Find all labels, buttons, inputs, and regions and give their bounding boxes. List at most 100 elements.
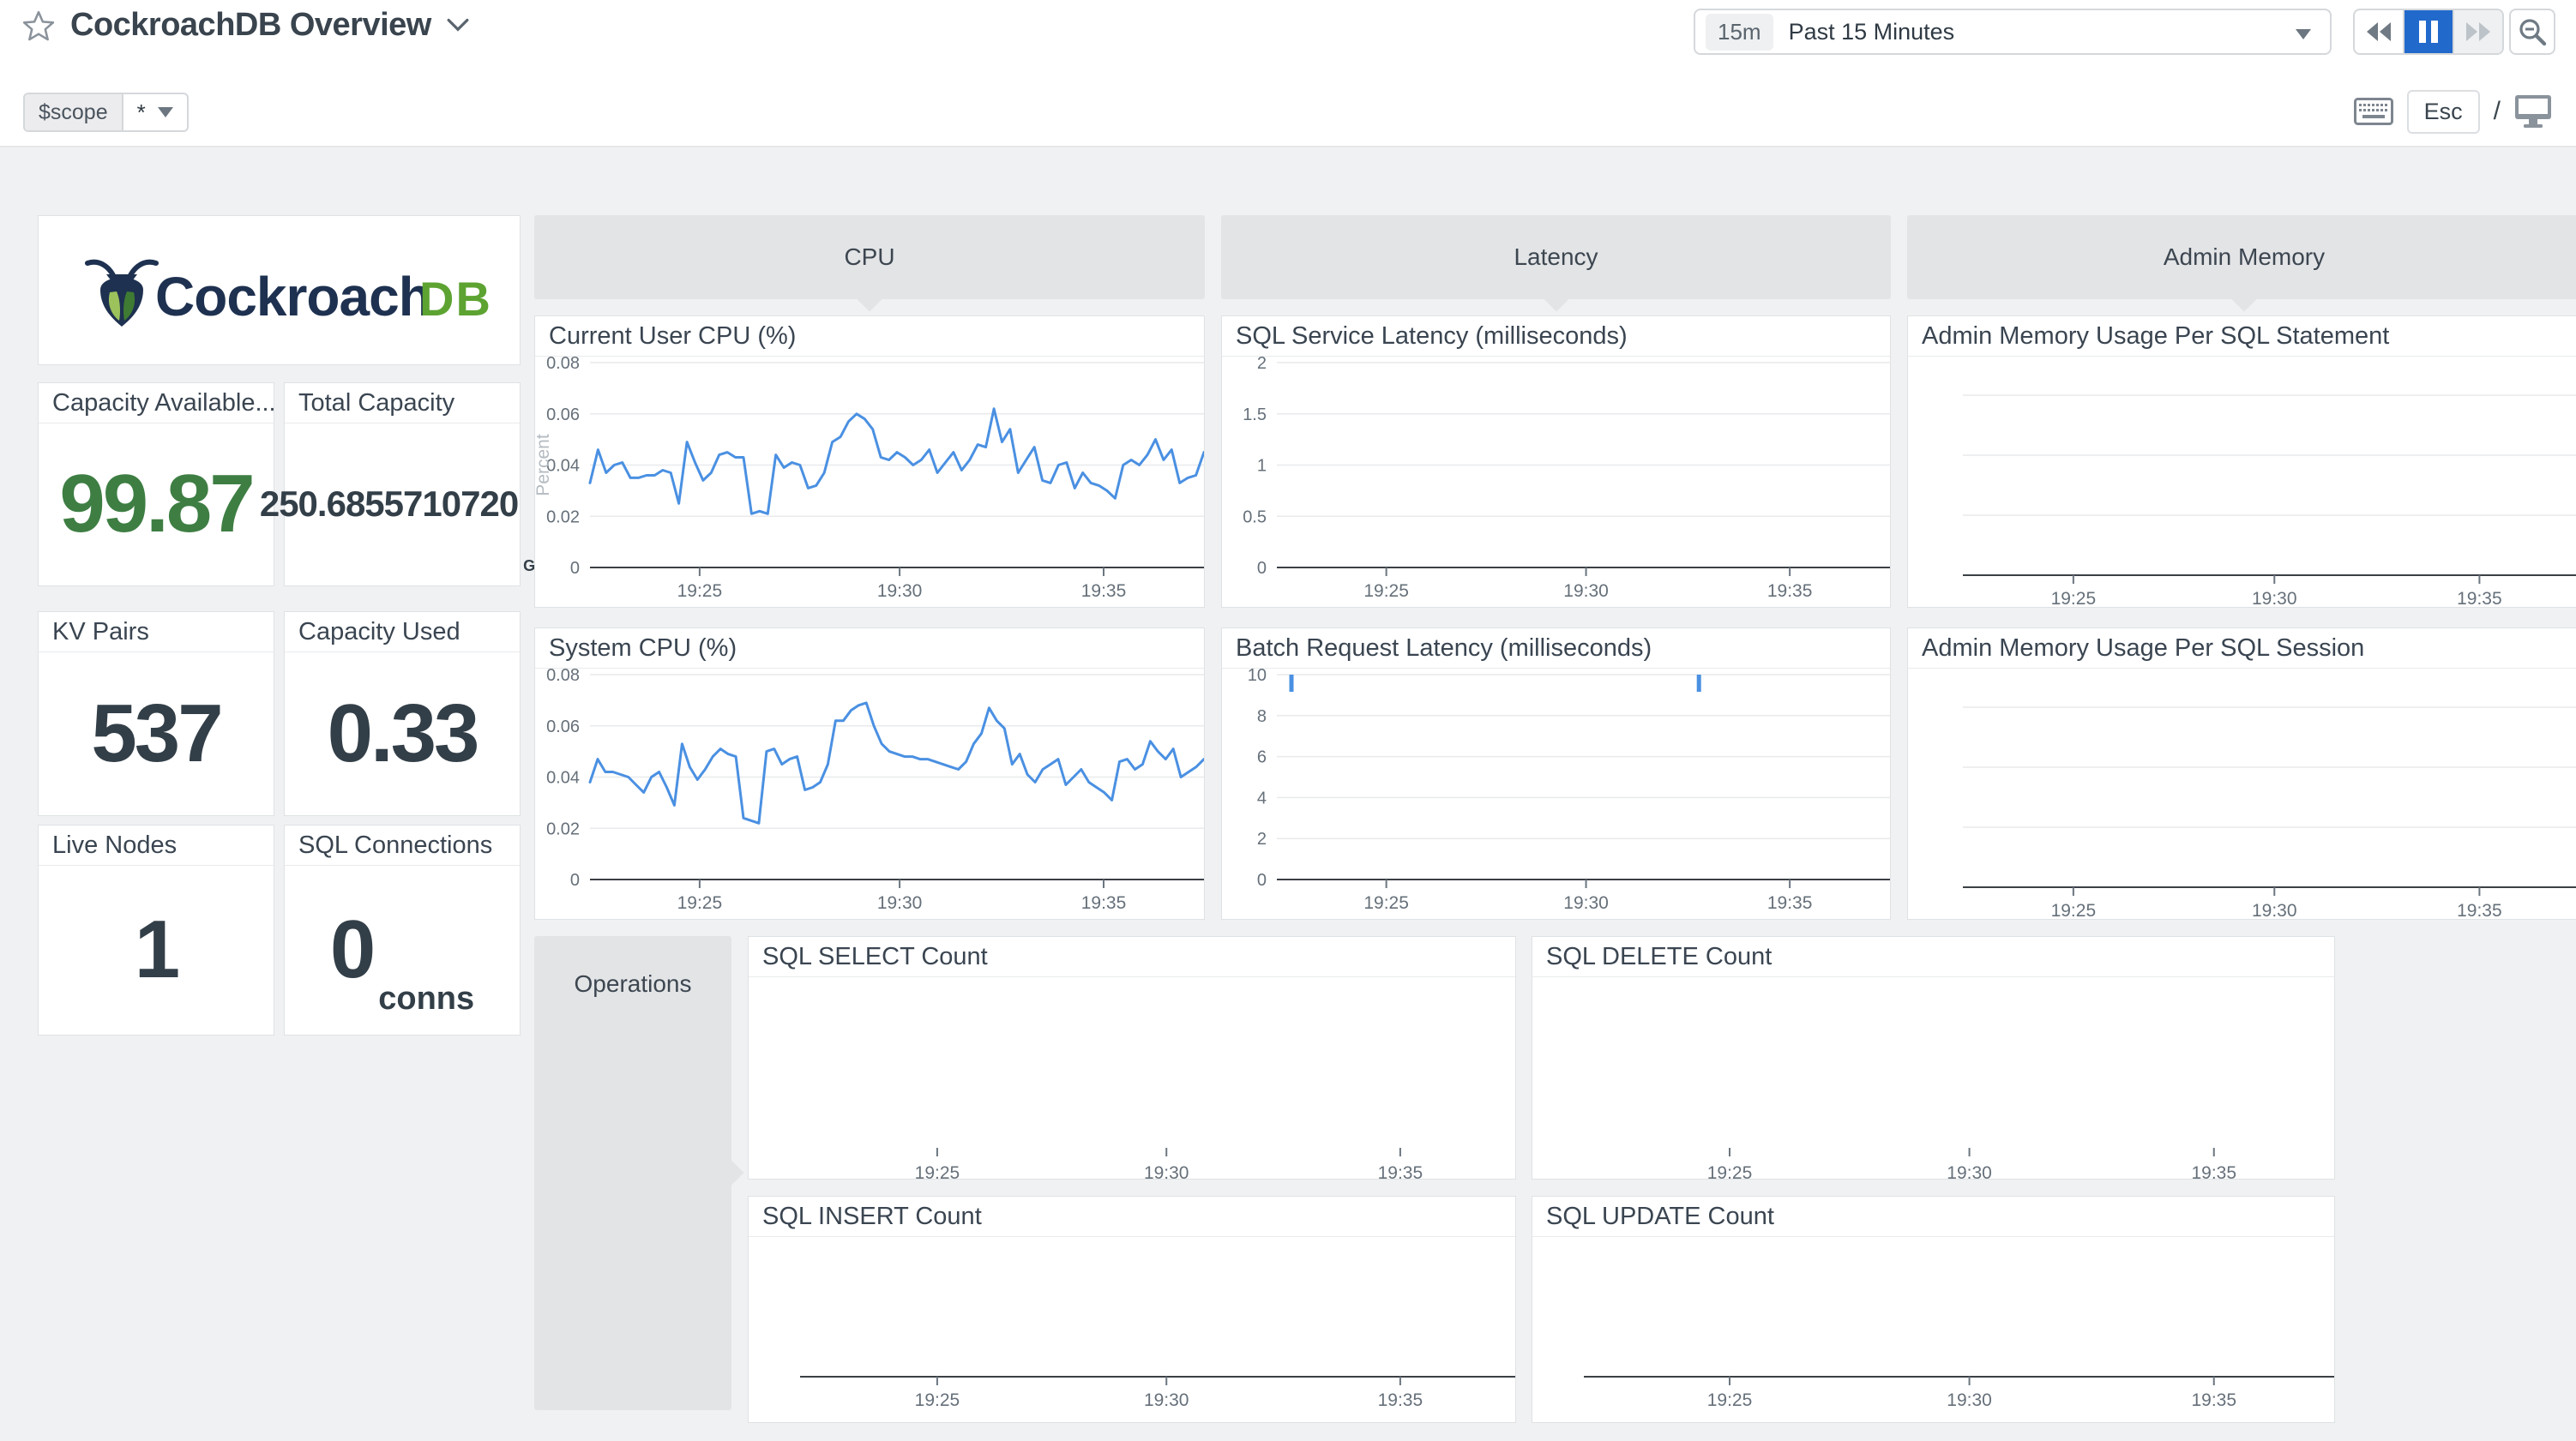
- stat-card-live-nodes[interactable]: Live Nodes 1: [38, 825, 274, 1036]
- logo-suffix: DB: [419, 272, 492, 326]
- svg-text:19:35: 19:35: [2457, 901, 2502, 919]
- stat-card-title: Total Capacity: [285, 383, 520, 423]
- svg-text:0: 0: [570, 559, 580, 578]
- chart-card-sql-insert-count: SQL INSERT Count 19:25 19:30 19:35: [748, 1196, 1516, 1423]
- group-header-operations[interactable]: Operations: [534, 936, 744, 1410]
- svg-text:19:35: 19:35: [1767, 581, 1813, 601]
- chart-title: SQL DELETE Count: [1532, 937, 2334, 977]
- header-divider: [0, 146, 2576, 147]
- template-variable-name: $scope: [25, 94, 123, 130]
- stat-card-title: Live Nodes: [39, 826, 274, 866]
- stat-card-capacity-available[interactable]: Capacity Available... 99.87: [38, 382, 274, 586]
- esc-button[interactable]: Esc: [2406, 89, 2480, 134]
- svg-text:19:25: 19:25: [915, 1390, 960, 1410]
- playback-controls: [2353, 9, 2504, 55]
- svg-text:19:30: 19:30: [1563, 581, 1609, 601]
- stat-card-kv-pairs[interactable]: KV Pairs 537: [38, 611, 274, 816]
- svg-text:Percent: Percent: [535, 434, 553, 496]
- template-variable-scope[interactable]: $scope *: [23, 93, 189, 132]
- dashboard-canvas: Cockroach DB Capacity Available... 99.87…: [0, 147, 2576, 1441]
- rewind-button[interactable]: [2355, 10, 2403, 53]
- svg-text:0: 0: [1257, 559, 1267, 578]
- chart-title: Current User CPU (%): [535, 316, 1204, 357]
- chart-card-sql-select-count: SQL SELECT Count 19:25 19:30 19:35: [748, 936, 1516, 1180]
- zoom-out-button[interactable]: [2509, 9, 2555, 55]
- chart-sql-service-latency[interactable]: 2 1.5 1 0.5 0 19:25 19:30 19:35: [1222, 356, 1890, 607]
- stat-card-capacity-used[interactable]: Capacity Used 0.33: [284, 611, 521, 816]
- chart-card-admin-memory-session: Admin Memory Usage Per SQL Session 19:25…: [1907, 627, 2576, 920]
- chart-sql-delete-count[interactable]: 19:25 19:30 19:35: [1532, 976, 2334, 1179]
- svg-text:8: 8: [1257, 707, 1267, 726]
- time-range-badge: 15m: [1706, 13, 1773, 51]
- svg-text:19:25: 19:25: [2051, 589, 2097, 607]
- svg-text:1.5: 1.5: [1243, 405, 1267, 424]
- star-icon[interactable]: [22, 10, 55, 41]
- svg-text:19:35: 19:35: [1767, 893, 1813, 913]
- group-label: Admin Memory: [2163, 243, 2326, 270]
- chevron-down-icon[interactable]: [447, 18, 469, 33]
- chart-admin-memory-statement[interactable]: 19:25 19:30 19:35: [1908, 356, 2576, 607]
- svg-text:0.5: 0.5: [1243, 507, 1267, 526]
- svg-text:19:30: 19:30: [877, 893, 923, 913]
- svg-text:10: 10: [1248, 668, 1267, 685]
- chart-current-user-cpu[interactable]: 0.08 0.06 0.04 0.02 0 19:25 19:30 19:35 Percent: [535, 356, 1204, 607]
- svg-text:0.04: 0.04: [546, 769, 580, 788]
- svg-text:19:35: 19:35: [2191, 1390, 2236, 1410]
- svg-text:19:30: 19:30: [1563, 893, 1609, 913]
- chart-title: SQL SELECT Count: [749, 937, 1515, 977]
- stat-card-total-capacity[interactable]: Total Capacity 250.6855710720GB: [260, 382, 545, 586]
- stat-value: 99.87: [59, 458, 255, 549]
- svg-text:19:30: 19:30: [2252, 589, 2297, 607]
- chart-system-cpu[interactable]: 0.08 0.06 0.04 0.02 0 19:25 19:30 19:35: [535, 668, 1204, 919]
- keyboard-icon[interactable]: [2353, 98, 2393, 125]
- svg-text:4: 4: [1257, 789, 1267, 808]
- group-label: CPU: [844, 243, 895, 270]
- stat-card-sql-connections[interactable]: SQL Connections 0 conns: [284, 825, 521, 1036]
- group-header-admin-memory[interactable]: Admin Memory: [1907, 215, 2576, 312]
- chart-title: SQL Service Latency (milliseconds): [1222, 316, 1890, 357]
- stat-card-title: SQL Connections: [285, 826, 520, 866]
- page-title[interactable]: CockroachDB Overview: [70, 7, 431, 43]
- time-range-caret-icon: [2296, 29, 2311, 39]
- rewind-icon: [2367, 22, 2391, 41]
- group-label: Operations: [574, 970, 692, 997]
- chart-sql-select-count[interactable]: 19:25 19:30 19:35: [749, 976, 1515, 1179]
- svg-text:19:25: 19:25: [1707, 1163, 1753, 1179]
- svg-text:19:25: 19:25: [2051, 901, 2097, 919]
- group-header-cpu[interactable]: CPU: [534, 215, 1205, 312]
- pause-button[interactable]: [2403, 10, 2453, 53]
- pause-icon: [2419, 21, 2438, 43]
- svg-text:19:30: 19:30: [1947, 1163, 1992, 1179]
- stat-value: 0.33: [327, 687, 480, 779]
- svg-text:19:25: 19:25: [915, 1163, 960, 1179]
- group-notch: [856, 285, 883, 312]
- svg-text:0.08: 0.08: [546, 668, 580, 685]
- svg-text:19:25: 19:25: [1363, 581, 1409, 601]
- chart-batch-request-latency[interactable]: 10 8 6 4 2 0 19:25 19:30 19:35: [1222, 668, 1890, 919]
- template-variable-caret-icon: [157, 107, 173, 117]
- svg-text:0: 0: [570, 871, 580, 890]
- template-variable-value: *: [136, 99, 146, 125]
- chart-title: Admin Memory Usage Per SQL Statement: [1908, 316, 2576, 357]
- chart-admin-memory-session[interactable]: 19:25 19:30 19:35: [1908, 668, 2576, 919]
- svg-text:0.02: 0.02: [546, 507, 580, 526]
- chart-title: SQL INSERT Count: [749, 1197, 1515, 1237]
- time-range-picker[interactable]: 15m Past 15 Minutes: [1694, 9, 2332, 55]
- group-header-latency[interactable]: Latency: [1221, 215, 1891, 312]
- svg-text:19:25: 19:25: [677, 893, 723, 913]
- chart-card-sql-delete-count: SQL DELETE Count 19:25 19:30 19:35: [1532, 936, 2335, 1180]
- chart-sql-insert-count[interactable]: 19:25 19:30 19:35: [749, 1236, 1515, 1422]
- group-notch: [717, 1159, 744, 1186]
- chart-card-sql-service-latency: SQL Service Latency (milliseconds) 2 1.5 1…: [1221, 315, 1891, 608]
- chart-sql-update-count[interactable]: 19:25 19:30 19:35: [1532, 1236, 2334, 1422]
- tv-mode-icon[interactable]: [2514, 94, 2552, 129]
- top-bar: CockroachDB Overview 15m Past 15 Minutes: [0, 0, 2576, 147]
- fast-forward-button[interactable]: [2453, 10, 2502, 53]
- fast-forward-icon: [2466, 22, 2490, 41]
- svg-text:6: 6: [1257, 748, 1267, 767]
- svg-text:19:25: 19:25: [1707, 1390, 1753, 1410]
- chart-card-current-user-cpu: Current User CPU (%) 0.08 0.06 0.04 0.02 0 19…: [534, 315, 1205, 608]
- svg-text:0: 0: [1257, 871, 1267, 890]
- chart-card-batch-request-latency: Batch Request Latency (milliseconds) 10 8…: [1221, 627, 1891, 920]
- stat-value: 1: [134, 904, 180, 995]
